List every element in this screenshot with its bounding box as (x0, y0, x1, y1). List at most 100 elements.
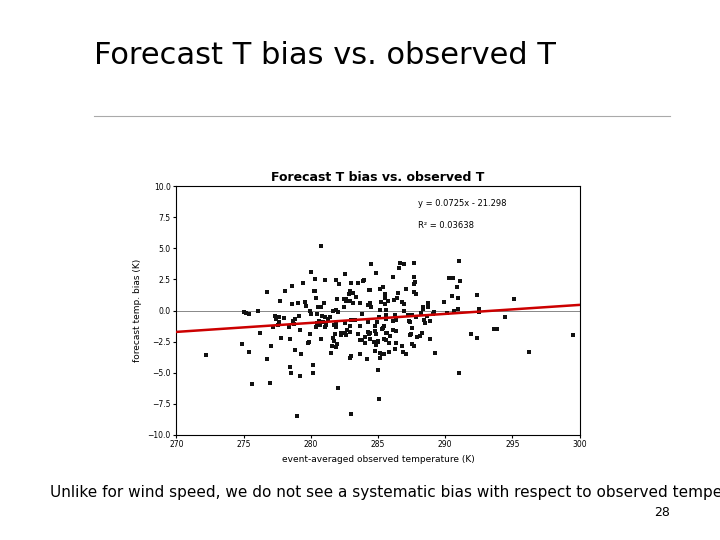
Point (377, 283, 388, 292)
Point (410, 312, 422, 321)
Point (274, 318, 285, 326)
Point (304, 306, 315, 315)
Point (347, 299, 359, 307)
Point (338, 295, 350, 303)
Point (267, 322, 279, 331)
Point (387, 326, 399, 335)
Point (310, 294, 321, 302)
Point (406, 323, 418, 332)
Point (288, 319, 300, 328)
Point (366, 303, 377, 312)
Point (346, 279, 357, 287)
Point (354, 321, 366, 330)
Point (393, 264, 405, 273)
Point (310, 322, 322, 331)
Point (466, 329, 477, 338)
Point (424, 335, 436, 344)
Point (316, 312, 328, 320)
Point (369, 347, 381, 355)
Point (408, 342, 420, 350)
Point (400, 285, 411, 293)
Point (294, 350, 306, 359)
Point (429, 348, 441, 357)
Point (341, 326, 353, 334)
Point (338, 303, 350, 312)
Point (374, 349, 386, 357)
Point (315, 321, 326, 330)
Point (397, 342, 408, 350)
Point (345, 352, 356, 360)
Point (373, 313, 384, 321)
Point (292, 411, 303, 420)
Point (305, 309, 317, 318)
Point (390, 327, 402, 335)
Point (312, 303, 323, 312)
Point (364, 286, 376, 294)
Text: Forecast T bias vs. observed T: Forecast T bias vs. observed T (94, 40, 555, 70)
Point (361, 355, 373, 363)
Point (379, 328, 391, 337)
Y-axis label: forecast temp. bias (K): forecast temp. bias (K) (133, 259, 142, 362)
Point (319, 322, 330, 331)
Point (354, 349, 366, 358)
Point (273, 321, 284, 329)
Point (284, 362, 295, 371)
Point (491, 325, 503, 334)
Point (305, 267, 317, 276)
Point (352, 330, 364, 339)
Point (363, 300, 374, 309)
Point (252, 307, 264, 315)
Point (332, 383, 343, 392)
Point (261, 354, 273, 363)
Point (311, 319, 323, 327)
Point (374, 395, 385, 403)
Point (390, 316, 402, 325)
Point (417, 303, 428, 312)
Point (330, 330, 341, 339)
Point (410, 289, 422, 298)
Point (339, 269, 351, 278)
Point (377, 350, 388, 359)
Point (315, 241, 327, 250)
Point (406, 340, 418, 348)
Point (289, 315, 301, 323)
Point (428, 309, 439, 318)
Point (330, 306, 342, 314)
Point (349, 316, 361, 325)
Point (408, 279, 420, 288)
Point (341, 295, 352, 303)
Point (365, 260, 377, 269)
Point (333, 280, 345, 289)
Point (352, 279, 364, 287)
Point (354, 298, 366, 307)
Point (411, 333, 423, 341)
Point (377, 325, 388, 334)
Point (270, 315, 282, 324)
Point (398, 300, 410, 308)
Point (379, 289, 391, 298)
Point (389, 345, 400, 353)
Point (299, 298, 310, 306)
Point (310, 275, 321, 284)
Point (340, 319, 351, 328)
Point (364, 335, 376, 343)
Point (451, 283, 462, 292)
Point (359, 339, 371, 348)
Point (447, 273, 459, 282)
Point (302, 339, 314, 347)
Point (374, 354, 385, 362)
Point (423, 303, 434, 312)
Point (364, 329, 375, 338)
Point (383, 348, 395, 356)
Point (567, 331, 579, 340)
Point (418, 316, 429, 325)
Point (452, 294, 464, 302)
Point (336, 330, 347, 339)
Point (369, 321, 381, 330)
Point (390, 339, 401, 347)
Point (380, 315, 392, 323)
Point (343, 290, 354, 299)
Point (294, 312, 305, 320)
Point (371, 329, 382, 338)
Point (312, 309, 323, 318)
